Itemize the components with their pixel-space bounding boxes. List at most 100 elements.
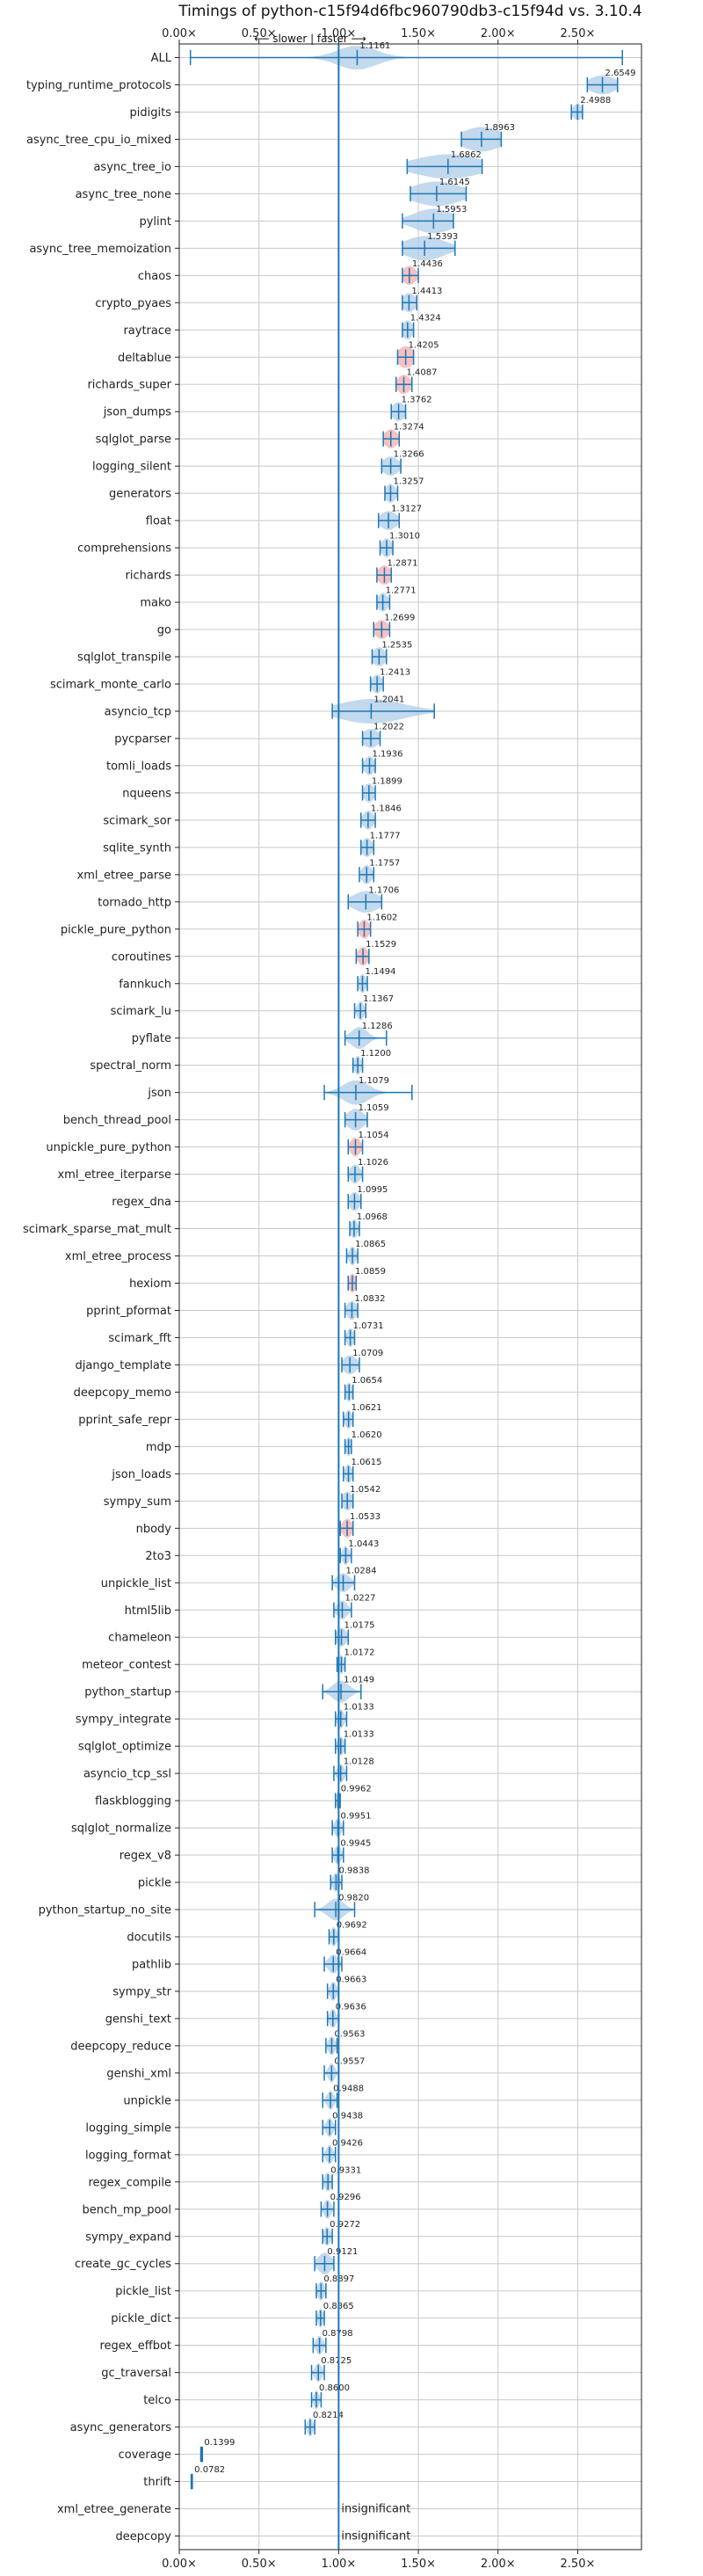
benchmark-label: mdp: [146, 1441, 171, 1454]
value-label: 1.0128: [344, 1757, 374, 1767]
value-label: 1.4436: [412, 259, 443, 269]
value-label: 0.8725: [321, 2356, 352, 2366]
benchmark-label: regex_dna: [112, 1196, 171, 1209]
benchmark-label: scimark_sparse_mat_mult: [23, 1223, 171, 1236]
value-label: 1.5953: [436, 205, 467, 215]
benchmark-label: xml_etree_process: [65, 1250, 171, 1263]
benchmark-label: chameleon: [108, 1632, 171, 1645]
benchmark-label: sqlglot_parse: [96, 433, 171, 447]
value-label: 1.6862: [451, 150, 482, 160]
benchmark-label: coroutines: [112, 950, 171, 964]
value-label: 0.8214: [313, 2411, 344, 2420]
benchmark-label: tornado_http: [98, 896, 171, 909]
value-label: 1.3762: [402, 396, 432, 405]
value-label: 1.1059: [359, 1103, 389, 1113]
x-tick-label-bottom: 1.00×: [321, 2558, 356, 2571]
benchmark-label: coverage: [119, 2449, 171, 2462]
value-label: 0.9951: [340, 1812, 371, 1822]
benchmark-label: create_gc_cycles: [75, 2258, 171, 2271]
benchmark-label: sympy_str: [112, 1985, 171, 1998]
insignificant-label: insignificant: [341, 2530, 410, 2543]
benchmark-label: tomli_loads: [106, 760, 171, 773]
value-label: 1.0175: [344, 1621, 375, 1631]
benchmark-label: ALL: [151, 52, 172, 65]
benchmark-label: sympy_expand: [85, 2230, 171, 2244]
value-label: 0.9838: [338, 1867, 369, 1876]
value-label: 1.4413: [411, 287, 442, 296]
benchmark-label: sqlglot_optimize: [78, 1741, 171, 1754]
benchmark-label: logging_silent: [92, 461, 171, 474]
benchmark-label: json_loads: [111, 1468, 171, 1481]
value-label: 1.1602: [366, 913, 397, 922]
value-label: 1.0620: [352, 1430, 382, 1440]
benchmark-label: unpickle_list: [101, 1577, 171, 1590]
benchmark-label: xml_etree_iterparse: [57, 1168, 171, 1182]
value-label: 1.0149: [344, 1676, 374, 1685]
value-label: 1.1936: [372, 749, 402, 759]
benchmark-label: go: [157, 624, 171, 637]
benchmark-label: sqlite_synth: [103, 841, 171, 855]
value-label: 0.8798: [323, 2329, 353, 2339]
benchmark-label: generators: [109, 488, 171, 501]
value-label: 0.9557: [334, 2056, 365, 2066]
benchmark-label: unpickle: [123, 2094, 171, 2107]
value-label: 1.5393: [427, 232, 458, 242]
benchmark-label: sympy_integrate: [76, 1714, 171, 1727]
benchmark-label: typing_runtime_protocols: [26, 79, 171, 92]
benchmark-label: pidigits: [130, 106, 172, 120]
x-tick-label-top: 1.50×: [401, 27, 436, 40]
benchmark-label: sqlglot_normalize: [71, 1823, 171, 1836]
benchmark-label: chaos: [138, 270, 171, 283]
value-label: 1.6145: [439, 178, 470, 187]
benchmark-label: pathlib: [132, 1958, 171, 1971]
benchmark-label: asyncio_tcp: [105, 705, 171, 718]
benchmark-label: regex_effbot: [99, 2340, 171, 2353]
value-label: 2.6549: [605, 69, 636, 78]
benchmark-label: pickle_pure_python: [61, 923, 171, 936]
benchmark-label: pprint_pformat: [86, 1305, 171, 1318]
value-label: 1.0284: [346, 1567, 377, 1576]
value-label: 1.1161: [359, 41, 390, 51]
value-label: 1.3257: [393, 477, 424, 487]
benchmark-label: scimark_sor: [103, 814, 171, 827]
value-label: 1.4087: [407, 368, 438, 378]
value-label: 0.9121: [327, 2247, 358, 2257]
benchmark-label: asyncio_tcp_ssl: [83, 1768, 171, 1781]
benchmark-label: pycparser: [114, 732, 171, 746]
value-label: 1.3127: [391, 505, 422, 514]
value-label: 1.0654: [352, 1376, 382, 1386]
benchmark-label: deepcopy: [115, 2530, 171, 2543]
value-label: 1.0172: [344, 1648, 374, 1658]
benchmark-label: async_tree_memoization: [29, 243, 171, 256]
value-label: 1.0615: [352, 1458, 382, 1467]
x-tick-label-top: 2.50×: [561, 27, 596, 40]
value-label: 0.9636: [336, 2002, 366, 2012]
grid: [178, 44, 641, 2550]
x-tick-label-top: 0.00×: [162, 27, 197, 40]
value-label: 1.2771: [386, 586, 417, 596]
benchmark-label: async_tree_none: [76, 188, 171, 201]
value-label: 0.9272: [330, 2220, 360, 2230]
value-label: 1.0533: [350, 1512, 380, 1522]
value-label: 1.0709: [352, 1349, 383, 1358]
value-label: 1.1529: [366, 940, 396, 950]
value-label: 1.1757: [369, 858, 400, 868]
value-label: 1.2041: [373, 695, 404, 704]
value-label: 1.2413: [380, 667, 410, 677]
value-label: 0.9563: [334, 2029, 365, 2039]
value-label: 1.2699: [384, 614, 415, 623]
value-label: 1.0968: [357, 1212, 388, 1222]
value-label: 2.4988: [580, 96, 611, 106]
value-label: 1.0859: [355, 1267, 386, 1277]
benchmark-label: richards: [126, 570, 172, 583]
value-label: 1.1494: [365, 967, 395, 977]
benchmark-label: richards_super: [87, 379, 171, 392]
benchmark-label: sqlglot_transpile: [77, 651, 171, 665]
value-label: 0.9331: [330, 2165, 361, 2175]
benchmark-label: genshi_text: [105, 2012, 171, 2026]
value-label: 1.3010: [389, 532, 420, 542]
x-tick-label-top: 0.50×: [242, 27, 277, 40]
benchmark-label: bench_thread_pool: [63, 1114, 171, 1127]
x-tick-label-top: 1.00×: [321, 27, 356, 40]
benchmark-label: nbody: [136, 1523, 172, 1536]
